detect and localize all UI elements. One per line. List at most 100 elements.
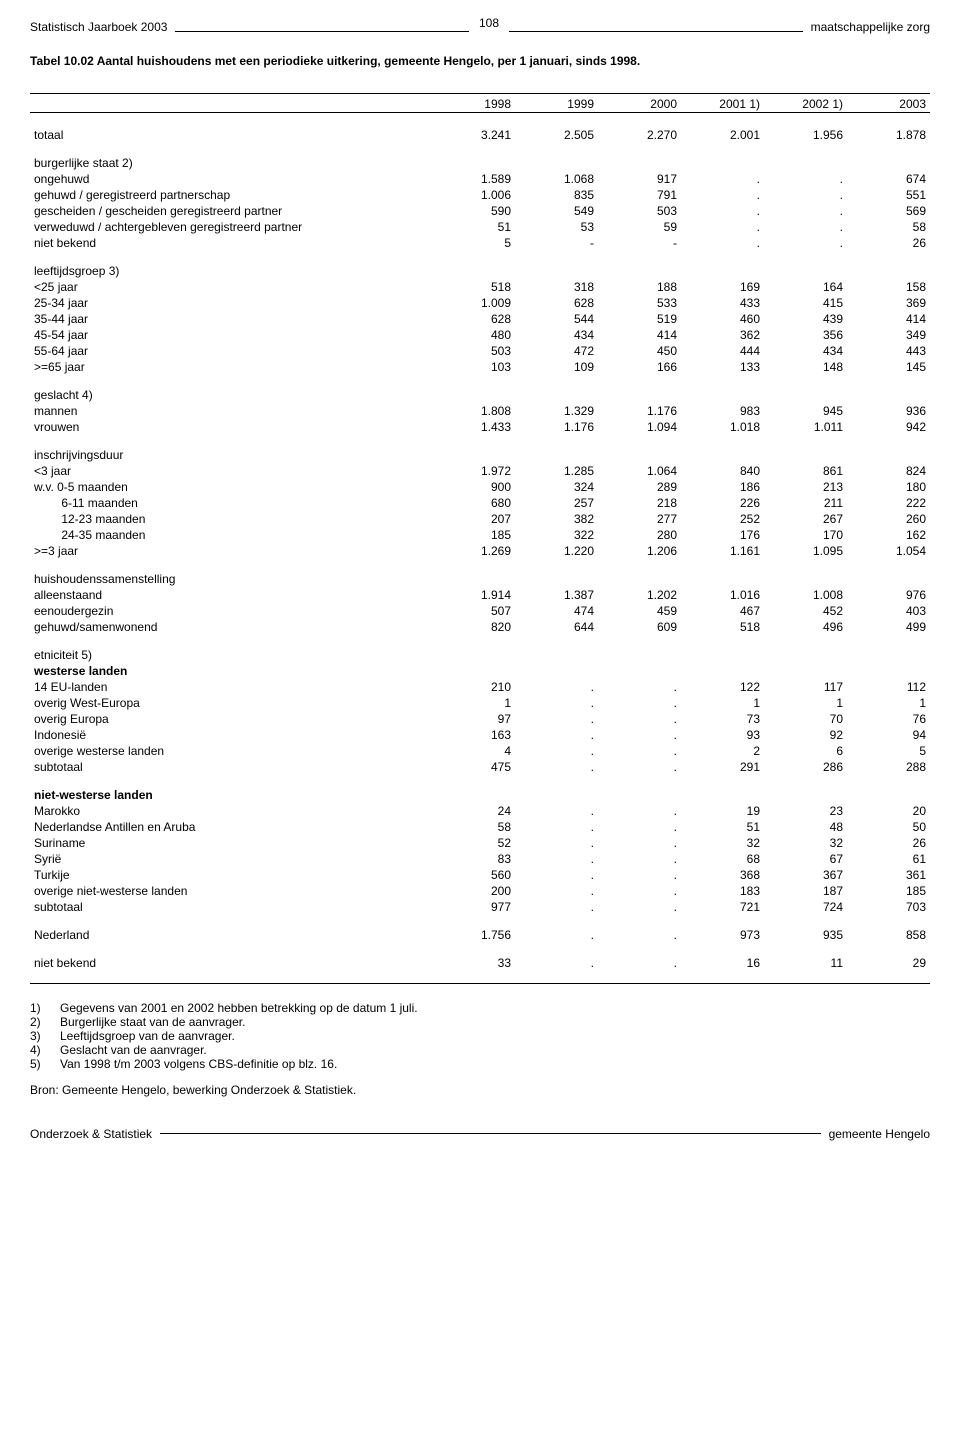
table-row: 14 EU-landen210..122117112 [30, 679, 930, 695]
cell-value: 24 [432, 803, 515, 819]
row-label: 45-54 jaar [30, 327, 432, 343]
cell-value: 94 [847, 727, 930, 743]
cell-value: 1.972 [432, 463, 515, 479]
cell-value: 503 [598, 203, 681, 219]
cell-value: 50 [847, 819, 930, 835]
column-header: 2000 [598, 96, 681, 113]
cell-value: 59 [598, 219, 681, 235]
table-row: >=65 jaar103109166133148145 [30, 359, 930, 375]
table-row: overig West-Europa1..111 [30, 695, 930, 711]
cell-value: 324 [515, 479, 598, 495]
row-label: gehuwd/samenwonend [30, 619, 432, 635]
cell-value: 33 [432, 955, 515, 971]
cell-value: 1.006 [432, 187, 515, 203]
cell-value: . [681, 203, 764, 219]
cell-value: 1.433 [432, 419, 515, 435]
row-label: niet bekend [30, 235, 432, 251]
footnote: 1)Gegevens van 2001 en 2002 hebben betre… [30, 1001, 930, 1015]
column-header: 1999 [515, 96, 598, 113]
cell-value: 1.956 [764, 127, 847, 143]
cell-value: 213 [764, 479, 847, 495]
cell-value: 936 [847, 403, 930, 419]
cell-value: . [515, 759, 598, 775]
cell-value: 976 [847, 587, 930, 603]
row-label: Nederland [30, 927, 432, 943]
table-row: vrouwen1.4331.1761.0941.0181.011942 [30, 419, 930, 435]
cell-value: 824 [847, 463, 930, 479]
cell-value: 117 [764, 679, 847, 695]
cell-value: 450 [598, 343, 681, 359]
row-label: mannen [30, 403, 432, 419]
cell-value: 1.176 [515, 419, 598, 435]
table-row: Marokko24..192320 [30, 803, 930, 819]
table-row: >=3 jaar1.2691.2201.2061.1611.0951.054 [30, 543, 930, 559]
cell-value: 211 [764, 495, 847, 511]
cell-value: 26 [847, 235, 930, 251]
cell-value: . [764, 171, 847, 187]
cell-value: 5 [432, 235, 515, 251]
cell-value: 1.202 [598, 587, 681, 603]
cell-value: 58 [432, 819, 515, 835]
cell-value: . [515, 743, 598, 759]
cell-value: 164 [764, 279, 847, 295]
cell-value: 1.064 [598, 463, 681, 479]
cell-value: . [515, 955, 598, 971]
row-label: overige westerse landen [30, 743, 432, 759]
table-row: verweduwd / achtergebleven geregistreerd… [30, 219, 930, 235]
cell-value: . [681, 187, 764, 203]
cell-value: 674 [847, 171, 930, 187]
cell-value: 917 [598, 171, 681, 187]
cell-value: 361 [847, 867, 930, 883]
cell-value: 252 [681, 511, 764, 527]
cell-value: 900 [432, 479, 515, 495]
column-header: 1998 [432, 96, 515, 113]
cell-value: 1.756 [432, 927, 515, 943]
cell-value: 835 [515, 187, 598, 203]
table-row: Indonesië163..939294 [30, 727, 930, 743]
row-label: 55-64 jaar [30, 343, 432, 359]
table-row: mannen1.8081.3291.176983945936 [30, 403, 930, 419]
row-label: <25 jaar [30, 279, 432, 295]
cell-value: 1.054 [847, 543, 930, 559]
cell-value: . [598, 851, 681, 867]
footnote-text: Geslacht van de aanvrager. [60, 1043, 207, 1057]
cell-value: 277 [598, 511, 681, 527]
row-label: Suriname [30, 835, 432, 851]
cell-value: 518 [432, 279, 515, 295]
cell-value: 459 [598, 603, 681, 619]
cell-value: . [515, 711, 598, 727]
cell-value: 109 [515, 359, 598, 375]
table-row: niet bekend33..161129 [30, 955, 930, 971]
table-row: 6-11 maanden680257218226211222 [30, 495, 930, 511]
cell-value: . [515, 679, 598, 695]
cell-value: . [598, 883, 681, 899]
cell-value: 1.094 [598, 419, 681, 435]
row-label: overig West-Europa [30, 695, 432, 711]
cell-value: 4 [432, 743, 515, 759]
cell-value: 16 [681, 955, 764, 971]
cell-value: 820 [432, 619, 515, 635]
column-header: 2002 1) [764, 96, 847, 113]
table-row: Nederlandse Antillen en Aruba58..514850 [30, 819, 930, 835]
cell-value: 19 [681, 803, 764, 819]
cell-value: 724 [764, 899, 847, 915]
cell-value: - [598, 235, 681, 251]
cell-value: 23 [764, 803, 847, 819]
cell-value: 1.018 [681, 419, 764, 435]
footnote: 2)Burgerlijke staat van de aanvrager. [30, 1015, 930, 1029]
cell-value: 840 [681, 463, 764, 479]
cell-value: 1 [764, 695, 847, 711]
cell-value: 176 [681, 527, 764, 543]
cell-value: . [598, 679, 681, 695]
row-label: vrouwen [30, 419, 432, 435]
header-rule-left [175, 31, 469, 32]
cell-value: 163 [432, 727, 515, 743]
table-row: overig Europa97..737076 [30, 711, 930, 727]
cell-value: 452 [764, 603, 847, 619]
table-row: 12-23 maanden207382277252267260 [30, 511, 930, 527]
cell-value: 186 [681, 479, 764, 495]
cell-value: . [515, 819, 598, 835]
cell-value: 318 [515, 279, 598, 295]
cell-value: 368 [681, 867, 764, 883]
row-label: >=65 jaar [30, 359, 432, 375]
